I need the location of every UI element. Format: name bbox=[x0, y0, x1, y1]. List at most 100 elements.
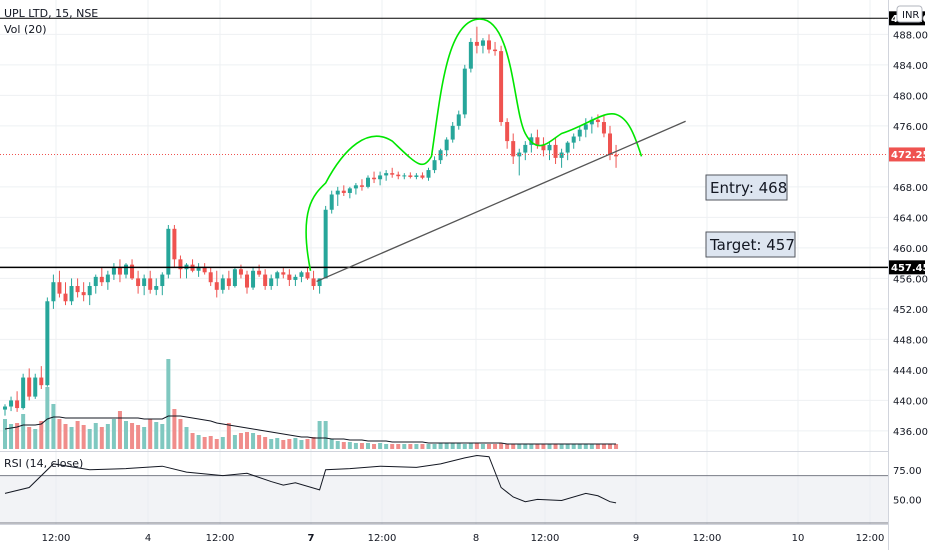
candle-body bbox=[444, 139, 449, 151]
candle bbox=[27, 368, 32, 401]
candle-body bbox=[450, 125, 455, 140]
volume-bar bbox=[238, 433, 243, 449]
candle bbox=[378, 171, 383, 186]
candle-body bbox=[384, 173, 389, 176]
volume-bar bbox=[359, 443, 364, 449]
candle-body bbox=[21, 377, 26, 409]
volume-bar bbox=[269, 439, 274, 449]
neckline-trendline[interactable] bbox=[316, 120, 686, 283]
current-price-tag: 472.25 bbox=[889, 147, 930, 162]
time-axis[interactable]: 12:00 4 12:00 7 12:00 8 12:00 9 12:00 10 12:00 bbox=[42, 533, 885, 544]
volume-bar bbox=[323, 421, 328, 449]
head-shoulders-pattern[interactable] bbox=[305, 18, 643, 271]
volume-bar bbox=[474, 443, 479, 449]
volume-bar bbox=[81, 425, 86, 449]
symbol-title: UPL LTD, 15, NSE bbox=[4, 7, 98, 20]
volume-bar bbox=[148, 419, 153, 449]
volume-bar bbox=[462, 444, 467, 449]
volume-bar bbox=[408, 444, 413, 449]
volume-bar bbox=[317, 421, 322, 449]
candle bbox=[462, 64, 467, 119]
currency-badge[interactable]: INR bbox=[896, 5, 923, 23]
candle-body bbox=[341, 190, 346, 193]
candle bbox=[45, 297, 50, 387]
price-tick-label: 448.00 bbox=[893, 335, 928, 346]
candle bbox=[456, 110, 461, 130]
candle bbox=[523, 141, 528, 161]
candle bbox=[468, 38, 473, 73]
candle bbox=[505, 118, 510, 149]
volume-bar bbox=[166, 359, 171, 449]
candle bbox=[493, 41, 498, 56]
volume-bar bbox=[366, 443, 370, 449]
candle bbox=[269, 274, 274, 290]
time-tick-label: 12:00 bbox=[693, 533, 722, 544]
volume-bar bbox=[232, 435, 237, 449]
volume-bar bbox=[263, 437, 268, 449]
candle bbox=[408, 172, 413, 179]
volume-bar bbox=[450, 443, 455, 449]
candle bbox=[353, 183, 358, 195]
candle bbox=[220, 274, 225, 294]
volume-bar bbox=[178, 419, 183, 449]
candle-body bbox=[499, 51, 504, 123]
candle bbox=[450, 122, 455, 143]
volume-bar bbox=[154, 422, 159, 449]
volume-bar bbox=[577, 444, 582, 449]
volume-bar bbox=[601, 444, 606, 449]
candle-body bbox=[281, 272, 286, 275]
candle-body bbox=[323, 209, 328, 279]
volume-bar bbox=[614, 444, 619, 449]
currency-label: INR bbox=[902, 10, 919, 21]
candle bbox=[329, 190, 334, 214]
candle bbox=[245, 270, 249, 294]
candle-body bbox=[154, 286, 159, 290]
entry-annotation[interactable]: Entry: 468 bbox=[705, 174, 788, 201]
candle-body bbox=[251, 270, 256, 288]
volume-bar bbox=[172, 409, 177, 449]
candle bbox=[565, 141, 570, 161]
candle bbox=[372, 171, 377, 184]
volume-bar bbox=[281, 440, 286, 449]
time-tick-label: 12:00 bbox=[856, 533, 885, 544]
volume-bar bbox=[480, 444, 485, 449]
candle bbox=[390, 167, 395, 178]
volume-bar bbox=[456, 443, 461, 449]
candle bbox=[384, 170, 389, 181]
volume-bar bbox=[372, 444, 377, 449]
target-annotation[interactable]: Target: 457 bbox=[705, 231, 796, 258]
time-tick-label: 12:00 bbox=[42, 533, 71, 544]
volume-bar bbox=[202, 437, 207, 449]
candle-body bbox=[148, 278, 153, 290]
price-tick-label: 436.00 bbox=[893, 427, 928, 438]
candle bbox=[444, 137, 449, 157]
candle-body bbox=[577, 129, 582, 137]
candle bbox=[75, 278, 80, 298]
candle-body bbox=[124, 264, 128, 275]
candle-body bbox=[390, 173, 395, 175]
candle bbox=[347, 186, 352, 199]
volume-bar bbox=[420, 444, 425, 449]
price-axis[interactable]: 488.00 484.00 480.00 476.00 468.00 464.00 460.… bbox=[893, 30, 928, 438]
candle-body bbox=[220, 278, 225, 290]
volume-bar bbox=[251, 433, 256, 449]
candle-body bbox=[329, 194, 334, 210]
candle-body bbox=[293, 276, 298, 280]
candle-body bbox=[287, 274, 292, 280]
candle bbox=[577, 125, 582, 142]
candle-body bbox=[75, 286, 80, 293]
candle bbox=[226, 270, 231, 290]
candle-body bbox=[366, 177, 370, 187]
price-tick-label: 440.00 bbox=[893, 396, 928, 407]
candle bbox=[601, 114, 606, 138]
time-tick-label: 8 bbox=[473, 533, 479, 544]
candle bbox=[595, 114, 600, 128]
candle bbox=[15, 391, 20, 412]
volume-bar bbox=[184, 427, 189, 449]
rsi-axis[interactable]: 75.00 50.00 bbox=[893, 466, 922, 507]
candle bbox=[547, 141, 552, 161]
volume-bar bbox=[111, 419, 116, 449]
candle bbox=[184, 263, 189, 279]
candle bbox=[81, 282, 86, 302]
candle bbox=[160, 272, 165, 296]
